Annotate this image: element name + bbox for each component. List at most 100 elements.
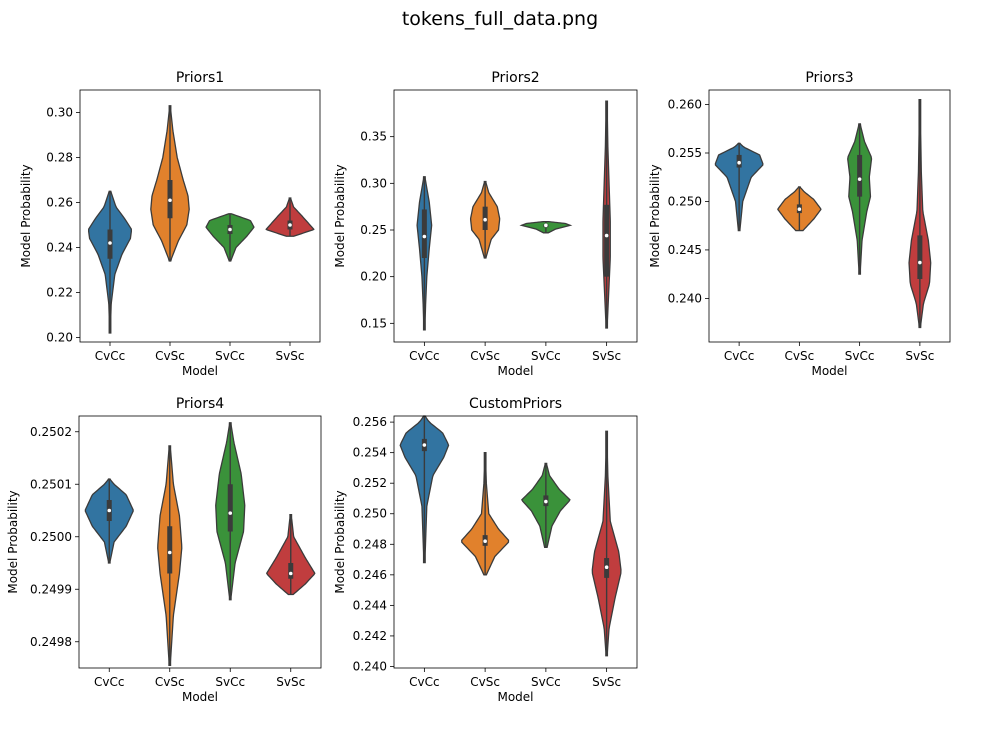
violin-median [167, 550, 172, 555]
y-tick-label: 0.248 [353, 537, 387, 551]
x-axis-label: Model [182, 364, 218, 378]
violin-median [422, 443, 427, 447]
violin-median [857, 177, 862, 181]
y-axis-label: Model Probability [6, 490, 20, 593]
y-tick-label: 0.2499 [30, 582, 72, 596]
y-tick-label: 0.255 [668, 146, 702, 160]
x-tick-label: CvCc [409, 349, 439, 363]
x-tick-label: SvSc [905, 349, 934, 363]
x-tick-label: SvCc [531, 349, 561, 363]
x-axis-label: Model [497, 690, 533, 704]
y-tick-label: 0.244 [353, 598, 387, 612]
violin-median [288, 571, 293, 576]
violin-median [107, 508, 112, 513]
x-tick-label: SvCc [215, 349, 245, 363]
subplot-1: 0.15 0.20 0.25 0.30 0.35 CvCc CvSc SvCc SvSc Prio… [333, 70, 638, 378]
y-tick-label: 0.256 [353, 415, 387, 429]
y-axis-label: Model Probability [333, 164, 347, 267]
violin-median [108, 241, 112, 245]
subplot-title: Priors3 [805, 70, 853, 86]
y-tick-label: 0.246 [353, 568, 387, 582]
subplot-4: 0.240 0.242 0.244 0.246 0.248 0.250 0.252 0.254… [333, 396, 638, 704]
y-tick-label: 0.260 [668, 98, 702, 112]
subplot-0: 0.20 0.22 0.24 0.26 0.28 0.30 CvCc CvSc SvCc SvSc… [19, 70, 321, 378]
subplot-2: 0.240 0.245 0.250 0.255 0.260 CvCc CvSc SvCc SvS… [648, 70, 951, 378]
y-axis-label: Model Probability [19, 164, 33, 267]
x-tick-label: SvSc [592, 675, 621, 689]
y-tick-label: 0.25 [360, 223, 387, 237]
violin-median [228, 227, 232, 232]
violin-iqr [421, 209, 427, 258]
y-tick-label: 0.26 [46, 196, 73, 210]
violin-median [544, 499, 548, 504]
violin-iqr [604, 204, 610, 277]
y-tick-label: 0.2502 [30, 425, 72, 439]
y-tick-label: 0.20 [360, 270, 387, 284]
y-axis-label: Model Probability [333, 490, 347, 593]
violin-median [604, 233, 609, 238]
subplot-title: Priors2 [491, 70, 539, 86]
x-tick-label: SvCc [531, 675, 561, 689]
axes-frame [393, 415, 638, 669]
y-tick-label: 0.20 [46, 331, 73, 345]
axes-frame [708, 89, 951, 343]
y-tick-label: 0.28 [46, 151, 73, 165]
violin-iqr [917, 235, 923, 279]
x-tick-label: CvCc [724, 349, 754, 363]
violin-iqr [857, 154, 863, 197]
y-tick-label: 0.240 [353, 659, 387, 673]
x-tick-label: CvSc [155, 675, 185, 689]
y-tick-label: 0.252 [353, 476, 387, 490]
x-tick-label: CvSc [785, 349, 815, 363]
y-tick-label: 0.250 [668, 194, 702, 208]
violin-median [918, 260, 922, 265]
axes-frame [393, 89, 638, 343]
y-tick-label: 0.30 [360, 176, 387, 190]
subplot-3: 0.2498 0.2499 0.2500 0.2501 0.2502 CvCc CvSc Sv… [6, 396, 322, 704]
violin-median [228, 511, 233, 515]
y-tick-label: 0.254 [353, 446, 387, 460]
x-tick-label: SvCc [215, 675, 245, 689]
y-tick-label: 0.2498 [30, 635, 72, 649]
violin-iqr [167, 526, 173, 574]
violin-median [483, 217, 487, 222]
y-tick-label: 0.250 [353, 507, 387, 521]
y-tick-label: 0.15 [360, 316, 387, 330]
y-tick-label: 0.30 [46, 106, 73, 120]
subplot-title: Priors1 [176, 70, 224, 86]
y-tick-label: 0.22 [46, 286, 73, 300]
violin-median [168, 198, 172, 203]
x-tick-label: CvSc [155, 349, 185, 363]
violin-median [737, 160, 741, 165]
x-tick-label: SvSc [592, 349, 621, 363]
x-tick-label: CvSc [470, 675, 500, 689]
violin-median [544, 223, 548, 228]
violin-median [422, 234, 427, 239]
axes-frame [78, 415, 322, 669]
y-axis-label: Model Probability [648, 164, 662, 267]
y-tick-label: 0.242 [353, 629, 387, 643]
x-tick-label: SvSc [276, 675, 305, 689]
x-axis-label: Model [182, 690, 218, 704]
y-tick-label: 0.2500 [30, 530, 72, 544]
x-tick-label: CvSc [470, 349, 500, 363]
violin-median [483, 539, 487, 544]
x-tick-label: SvCc [845, 349, 875, 363]
violin-median [288, 223, 292, 227]
x-tick-label: SvSc [276, 349, 305, 363]
y-tick-label: 0.2501 [30, 477, 72, 491]
violin-iqr [227, 484, 233, 532]
y-tick-label: 0.24 [46, 241, 73, 255]
x-tick-label: CvCc [94, 675, 124, 689]
y-tick-label: 0.35 [360, 130, 387, 144]
x-tick-label: CvCc [95, 349, 125, 363]
x-axis-label: Model [497, 364, 533, 378]
violin-median [797, 207, 802, 212]
y-tick-label: 0.245 [668, 243, 702, 257]
subplot-title: CustomPriors [469, 396, 562, 412]
x-tick-label: CvCc [409, 675, 439, 689]
x-axis-label: Model [811, 364, 847, 378]
y-tick-label: 0.240 [668, 291, 702, 305]
violin-median [604, 565, 609, 569]
